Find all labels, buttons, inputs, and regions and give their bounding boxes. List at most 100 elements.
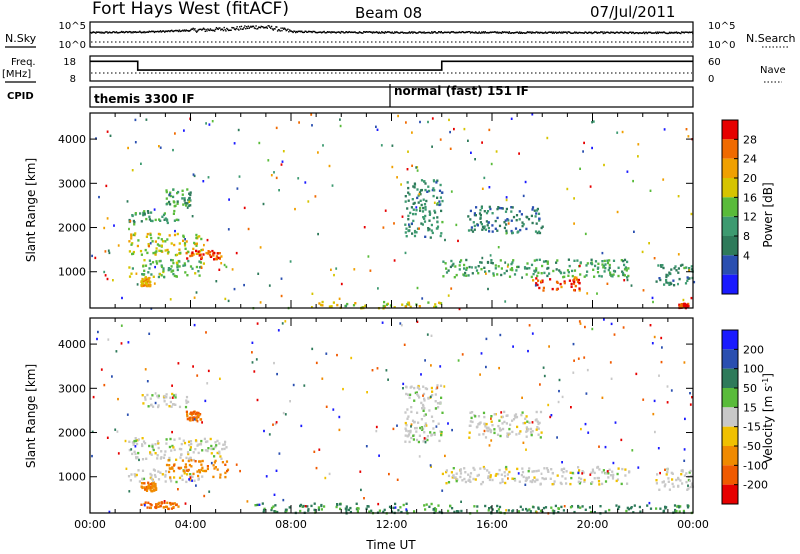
data-cell bbox=[433, 189, 436, 192]
noise-point bbox=[189, 30, 191, 32]
noise-point bbox=[260, 25, 262, 28]
noise-point bbox=[132, 32, 134, 34]
noise-cell bbox=[521, 276, 523, 279]
noise-cell bbox=[121, 296, 123, 300]
noise-point bbox=[454, 31, 456, 34]
data-cell bbox=[430, 223, 433, 227]
noise-cell bbox=[207, 176, 210, 179]
data-cell bbox=[141, 437, 144, 440]
data-cell bbox=[442, 260, 445, 263]
data-cell bbox=[173, 502, 176, 505]
noise-cell bbox=[580, 427, 582, 431]
noise-point bbox=[138, 31, 140, 33]
data-cell bbox=[578, 287, 581, 290]
noise-cell bbox=[654, 430, 656, 434]
noise-point bbox=[542, 32, 544, 35]
noise-point bbox=[655, 32, 658, 35]
noise-point bbox=[239, 28, 242, 30]
data-cell bbox=[166, 219, 169, 222]
noise-cell bbox=[378, 454, 380, 457]
noise-cell bbox=[188, 200, 191, 203]
data-cell bbox=[488, 270, 491, 273]
data-cell bbox=[197, 415, 200, 419]
noise-point bbox=[300, 31, 302, 33]
noise-cell bbox=[630, 284, 633, 287]
data-cell bbox=[422, 392, 426, 396]
data-cell bbox=[181, 478, 184, 481]
data-cell bbox=[445, 470, 448, 474]
data-cell bbox=[142, 213, 145, 217]
data-cell bbox=[197, 250, 200, 253]
noise-cell bbox=[441, 489, 444, 492]
data-cell bbox=[533, 476, 536, 479]
noise-point bbox=[461, 31, 463, 33]
data-cell bbox=[465, 258, 468, 262]
noise-point bbox=[469, 31, 471, 33]
data-cell bbox=[336, 503, 339, 507]
freq-label: Freq. bbox=[11, 57, 36, 68]
data-cell bbox=[627, 508, 630, 511]
noise-cell bbox=[236, 187, 239, 190]
noise-cell bbox=[642, 398, 645, 401]
noise-cell bbox=[342, 387, 344, 391]
data-cell bbox=[187, 199, 190, 202]
data-cell bbox=[535, 258, 538, 262]
data-cell bbox=[189, 419, 192, 422]
noise-cell bbox=[542, 366, 545, 369]
data-cell bbox=[440, 232, 443, 235]
noise-point bbox=[472, 32, 474, 34]
noise-cell bbox=[203, 494, 206, 498]
noise-panel-frame bbox=[89, 21, 694, 48]
noise-cell bbox=[614, 421, 617, 424]
noise-cell bbox=[504, 300, 507, 303]
data-cell bbox=[200, 256, 203, 259]
noise-cell bbox=[517, 472, 520, 475]
noise-cell bbox=[648, 242, 650, 245]
noise-point bbox=[169, 30, 171, 33]
noise-point bbox=[320, 31, 322, 33]
noise-point bbox=[242, 28, 244, 30]
noise-cell bbox=[436, 386, 439, 389]
data-cell bbox=[424, 387, 427, 390]
noise-point bbox=[270, 25, 273, 28]
noise-point bbox=[563, 31, 566, 34]
data-cell bbox=[157, 505, 160, 508]
data-cell bbox=[404, 195, 407, 198]
noise-point bbox=[515, 31, 517, 34]
data-cell bbox=[173, 448, 176, 452]
noise-point bbox=[462, 31, 465, 34]
data-cell bbox=[163, 218, 166, 221]
data-cell bbox=[498, 427, 501, 430]
data-cell bbox=[509, 423, 512, 426]
noise-point bbox=[359, 31, 362, 34]
data-cell bbox=[156, 454, 159, 457]
noise-point bbox=[416, 32, 418, 34]
data-cell bbox=[400, 511, 403, 514]
noise-cell bbox=[649, 189, 652, 192]
data-cell bbox=[149, 280, 152, 284]
noise-cell bbox=[103, 226, 106, 230]
data-cell bbox=[385, 303, 388, 306]
noise-point bbox=[104, 31, 107, 33]
data-cell bbox=[676, 505, 679, 508]
freq-right-tick-top: 60 bbox=[708, 57, 721, 68]
noise-point bbox=[271, 28, 274, 30]
noise-point bbox=[254, 27, 256, 30]
noise-cell bbox=[403, 343, 406, 346]
data-cell bbox=[432, 508, 435, 511]
noise-point bbox=[322, 31, 324, 33]
data-cell bbox=[428, 213, 431, 216]
data-cell bbox=[202, 253, 205, 256]
data-cell bbox=[503, 272, 506, 275]
data-cell bbox=[553, 509, 556, 513]
data-cell bbox=[543, 467, 546, 470]
noise-point bbox=[146, 31, 149, 33]
noise-point bbox=[654, 32, 656, 34]
noise-cell bbox=[377, 502, 380, 506]
data-cell bbox=[158, 273, 162, 276]
data-cell bbox=[151, 445, 154, 448]
noise-point bbox=[285, 29, 287, 32]
noise-point bbox=[187, 29, 189, 32]
data-cell bbox=[537, 230, 541, 233]
